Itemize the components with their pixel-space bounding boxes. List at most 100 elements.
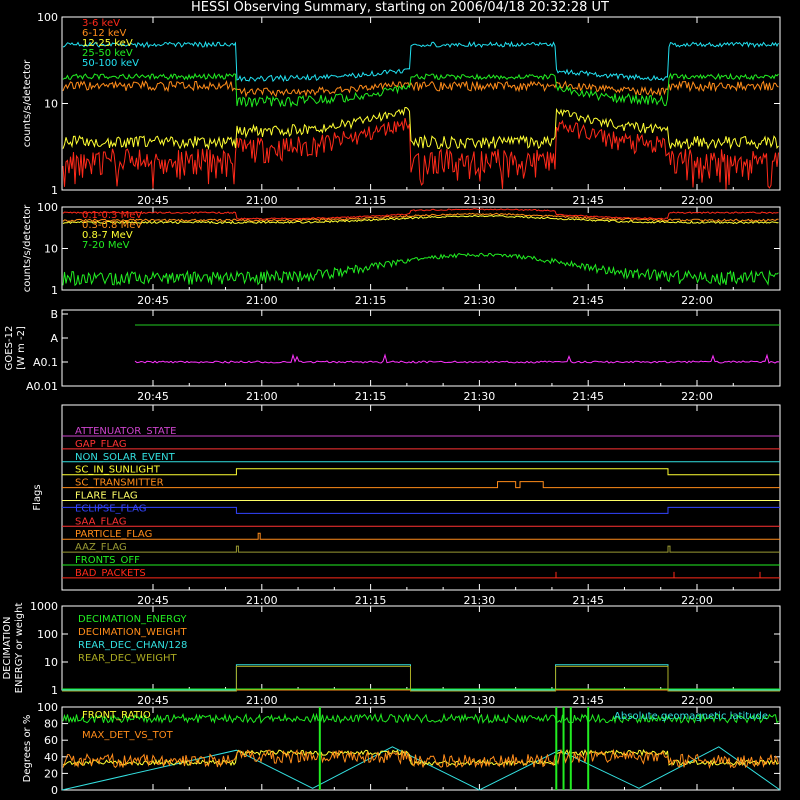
x-tick-label: 21:15 <box>355 594 387 607</box>
x-tick-label: 21:45 <box>572 594 604 607</box>
series-line-0 <box>62 208 779 220</box>
y-tick-label: 1 <box>51 684 58 697</box>
x-tick-label: 22:00 <box>681 594 713 607</box>
x-tick-label: 21:15 <box>355 194 387 207</box>
y-tick-label: B <box>50 308 58 321</box>
geomagnetic-latitude-annotation: Absolute geomagnetic latitude <box>614 711 768 722</box>
flag-line <box>62 506 780 514</box>
x-tick-label: 21:00 <box>246 194 278 207</box>
x-tick-label: 20:45 <box>137 390 169 403</box>
legend-entry: DECIMATION_ENERGY <box>78 614 187 625</box>
y-tick-label: 1 <box>51 284 58 297</box>
flag-label: SC_IN_SUNLIGHT <box>75 465 161 476</box>
legend-entry: MAX_DET_VS_TOT <box>82 730 174 741</box>
flag-line <box>62 532 780 540</box>
flag-label: SAA_FLAG <box>75 516 126 527</box>
series-line-1 <box>62 80 779 98</box>
y-tick-label: 1 <box>51 184 58 197</box>
y-axis-label: DECIMATION <box>2 616 13 679</box>
geomagnetic-latitude-line <box>61 746 781 791</box>
y-tick-label: 10 <box>44 243 58 256</box>
panel-frame <box>61 309 781 387</box>
y-tick-label: 100 <box>37 701 58 714</box>
high-energy-series-group <box>62 208 779 287</box>
legend-entry: 3-6 keV <box>82 18 120 29</box>
flag-label: SC_TRANSMITTER <box>75 478 164 489</box>
legend-entry: 6-12 keV <box>82 28 126 39</box>
legend-entry: 12-25 keV <box>82 38 133 49</box>
flag-label: FRONTS_OFF <box>75 555 140 566</box>
page-title: HESSI Observing Summary, starting on 200… <box>191 0 609 15</box>
goes-short-line <box>134 353 780 364</box>
legend-entry: DECIMATION_WEIGHT <box>78 627 187 638</box>
y-tick-label: 100 <box>37 201 58 214</box>
x-tick-label: 20:45 <box>137 594 169 607</box>
series-line-3 <box>62 72 779 108</box>
legend-entry: 25-50 keV <box>82 48 133 59</box>
legend-entry: FRONT_RATIO <box>82 710 151 721</box>
x-tick-label: 21:30 <box>464 294 496 307</box>
y-tick-label: 10 <box>44 98 58 111</box>
y-tick-label: 100 <box>37 628 58 641</box>
y-axis-label: counts/s/detector <box>22 204 33 292</box>
y-tick-label: A0.1 <box>33 356 58 369</box>
x-tick-label: 21:00 <box>246 294 278 307</box>
x-tick-label: 21:15 <box>355 294 387 307</box>
x-tick-label: 21:45 <box>572 194 604 207</box>
x-tick-label: 22:00 <box>681 294 713 307</box>
flag-label: ECLIPSE_FLAG <box>75 503 146 514</box>
flag-label: NON_SOLAR_EVENT <box>75 452 176 463</box>
y-axis-label: Flags <box>32 484 43 510</box>
x-tick-label: 20:45 <box>137 194 169 207</box>
x-tick-label: 21:30 <box>464 390 496 403</box>
flag-label: BAD_PACKETS <box>75 568 146 579</box>
y-axis-label: Degrees or % <box>22 715 33 783</box>
x-tick-label: 21:30 <box>464 594 496 607</box>
x-tick-label: 20:45 <box>137 294 169 307</box>
series-line-2 <box>62 106 779 151</box>
flag-label: GAP_FLAG <box>75 439 127 450</box>
rear-dec-weight-line <box>62 665 780 692</box>
x-tick-label: 21:15 <box>355 390 387 403</box>
series-line-1 <box>62 212 779 222</box>
x-tick-label: 21:00 <box>246 694 278 707</box>
y-axis-label-units: [W m -2] <box>16 326 27 370</box>
y-axis-label: GOES-12 <box>4 326 15 371</box>
y-tick-label: A0.01 <box>26 380 58 393</box>
x-tick-label: 21:00 <box>246 594 278 607</box>
y-axis-label: counts/s/detector <box>22 59 33 147</box>
y-axis-label-2: ENERGY or weight <box>14 603 25 694</box>
flag-line <box>62 468 780 476</box>
legend-entry: 7-20 MeV <box>82 240 130 251</box>
y-tick-label: 10 <box>44 656 58 669</box>
series-line-0 <box>62 117 779 190</box>
low-energy-series-group <box>62 40 779 190</box>
legend-entry: REAR_DEC_WEIGHT <box>78 653 177 664</box>
y-tick-label: A <box>50 332 58 345</box>
legend-entry: 0.8-7 MeV <box>82 230 133 241</box>
x-tick-label: 22:00 <box>681 390 713 403</box>
rear-dec-chan-line <box>62 664 780 691</box>
max-det-vs-tot-line <box>62 748 779 769</box>
x-tick-label: 21:30 <box>464 694 496 707</box>
x-tick-label: 22:00 <box>681 194 713 207</box>
x-tick-label: 22:00 <box>681 694 713 707</box>
x-tick-label: 21:30 <box>464 194 496 207</box>
y-tick-label: 80 <box>44 718 58 731</box>
legend-entry: 0.3-0.8 MeV <box>82 220 142 231</box>
legend-entry: REAR_DEC_CHAN/128 <box>78 640 187 651</box>
flag-label: PARTICLE_FLAG <box>75 529 152 540</box>
panel-frame <box>61 404 781 591</box>
series-line-2 <box>62 214 779 225</box>
y-tick-label: 0 <box>51 784 58 797</box>
livetime-line <box>62 712 779 725</box>
panel-frame <box>61 706 781 791</box>
y-tick-label: 20 <box>44 767 58 780</box>
flag-line <box>62 571 780 579</box>
x-tick-label: 21:00 <box>246 390 278 403</box>
y-tick-label: 60 <box>44 734 58 747</box>
flag-label: AAZ_FLAG <box>75 542 127 553</box>
series-line-3 <box>62 252 779 287</box>
x-tick-label: 20:45 <box>137 694 169 707</box>
